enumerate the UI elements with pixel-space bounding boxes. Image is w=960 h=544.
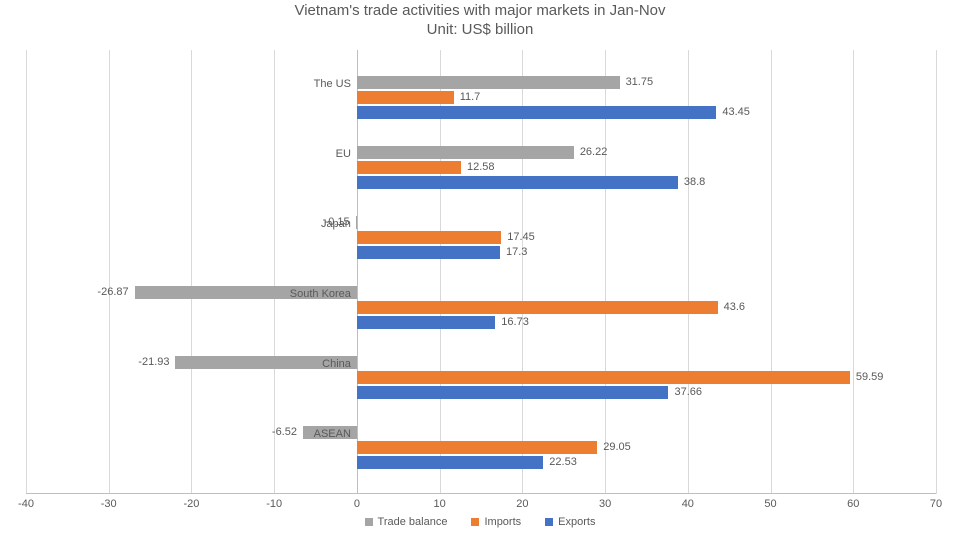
bar — [357, 91, 454, 104]
bar — [357, 441, 597, 454]
legend-label: Imports — [484, 516, 521, 528]
value-label: 37.66 — [674, 386, 702, 398]
legend: Trade balance Imports Exports — [0, 516, 960, 528]
title-line-2: Unit: US$ billion — [0, 21, 960, 40]
value-label: 43.45 — [722, 106, 750, 118]
bar — [357, 301, 718, 314]
legend-label: Trade balance — [378, 516, 448, 528]
value-label: 31.75 — [626, 76, 654, 88]
x-tick-label: -40 — [18, 498, 34, 510]
value-label: 17.3 — [506, 246, 527, 258]
x-tick-label: 10 — [434, 498, 446, 510]
x-tick-label: 50 — [764, 498, 776, 510]
legend-item: Imports — [471, 516, 521, 528]
category-label: South Korea — [290, 288, 351, 300]
bar — [357, 76, 620, 89]
gridline — [191, 50, 192, 494]
category-label: Japan — [321, 218, 351, 230]
x-tick-label: 60 — [847, 498, 859, 510]
value-label: 22.53 — [549, 456, 577, 468]
value-label: 12.58 — [467, 161, 495, 173]
bar — [357, 386, 669, 399]
category-label: The US — [314, 78, 351, 90]
category-label: EU — [336, 148, 351, 160]
bar — [357, 231, 501, 244]
category-label: China — [322, 358, 351, 370]
value-label: -6.52 — [272, 426, 297, 438]
value-label: -21.93 — [138, 356, 169, 368]
bar — [357, 161, 461, 174]
x-tick-label: 0 — [354, 498, 360, 510]
gridline — [26, 50, 27, 494]
legend-swatch — [365, 518, 373, 526]
bar — [357, 316, 495, 329]
bar — [357, 456, 543, 469]
gridline — [853, 50, 854, 494]
value-label: -26.87 — [97, 286, 128, 298]
legend-label: Exports — [558, 516, 595, 528]
x-tick-label: 40 — [682, 498, 694, 510]
value-label: 26.22 — [580, 146, 608, 158]
x-tick-label: 70 — [930, 498, 942, 510]
value-label: 38.8 — [684, 176, 705, 188]
value-label: 29.05 — [603, 441, 631, 453]
gridline — [109, 50, 110, 494]
legend-swatch — [545, 518, 553, 526]
bar — [357, 246, 500, 259]
gridline — [771, 50, 772, 494]
x-axis-line — [26, 493, 936, 494]
x-tick-label: -10 — [266, 498, 282, 510]
x-tick-label: 20 — [516, 498, 528, 510]
bar — [357, 176, 678, 189]
chart-title: Vietnam's trade activities with major ma… — [0, 2, 960, 40]
value-label: 17.45 — [507, 231, 535, 243]
value-label: 16.73 — [501, 316, 529, 328]
bar — [356, 216, 357, 229]
x-tick-label: -20 — [184, 498, 200, 510]
trade-chart: Vietnam's trade activities with major ma… — [0, 0, 960, 544]
title-line-1: Vietnam's trade activities with major ma… — [0, 2, 960, 21]
category-label: ASEAN — [314, 428, 351, 440]
plot-area: -40-30-20-1001020304050607031.7511.743.4… — [26, 50, 936, 494]
x-tick-label: -30 — [101, 498, 117, 510]
value-label: 59.59 — [856, 371, 884, 383]
legend-item: Exports — [545, 516, 595, 528]
x-tick-label: 30 — [599, 498, 611, 510]
bar — [357, 371, 850, 384]
legend-item: Trade balance — [365, 516, 448, 528]
bar — [357, 106, 716, 119]
gridline — [936, 50, 937, 494]
legend-swatch — [471, 518, 479, 526]
value-label: 43.6 — [724, 301, 745, 313]
value-label: 11.7 — [460, 91, 481, 103]
bar — [357, 146, 574, 159]
